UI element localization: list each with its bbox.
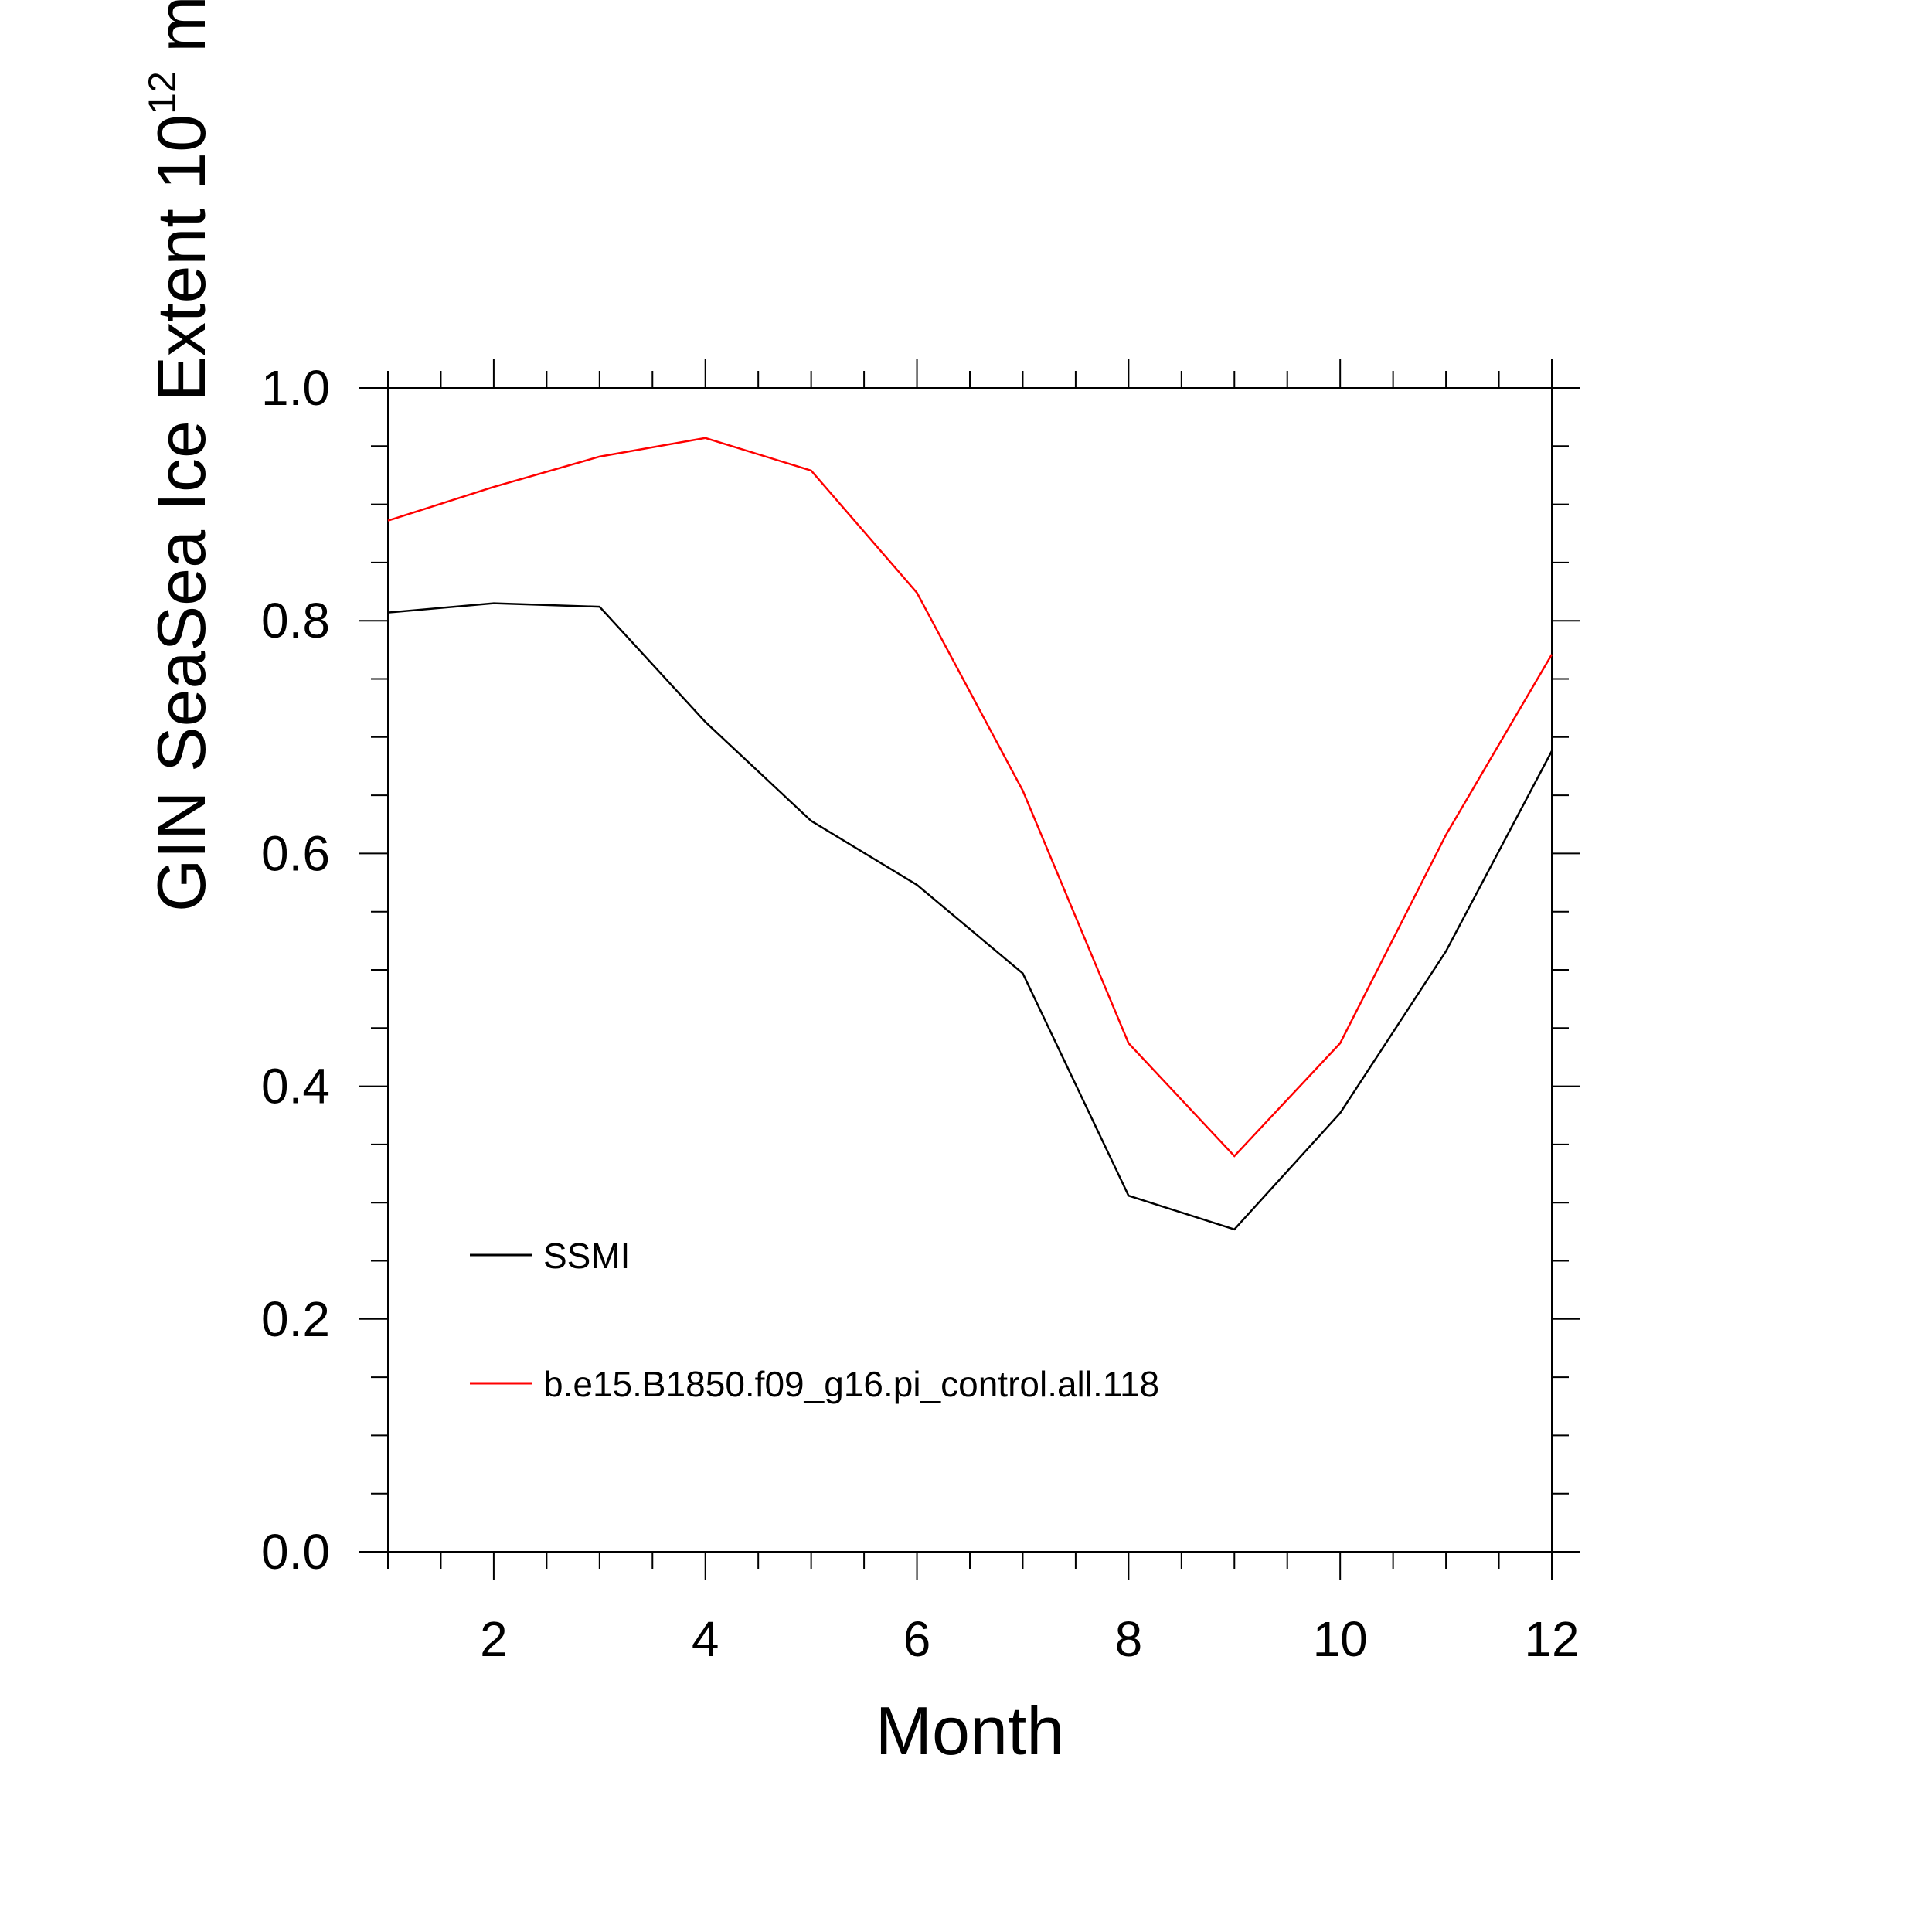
legend-label-model: b.e15.B1850.f09_g16.pi_control.all.118 xyxy=(543,1364,1159,1404)
series-line-0 xyxy=(387,602,1553,1231)
series-line-1 xyxy=(387,437,1553,1158)
x-tick-label: 8 xyxy=(1115,1611,1143,1667)
legend-label-ssmi: SSMI xyxy=(543,1236,630,1276)
y-tick-label: 0.0 xyxy=(261,1524,330,1580)
x-axis-title: Month xyxy=(876,1692,1065,1769)
y-axis-title: GIN SeaSea Ice Extent 1012 m2 xyxy=(141,0,219,912)
x-tick-label: 4 xyxy=(692,1611,719,1667)
y-tick-label: 1.0 xyxy=(261,360,330,416)
x-tick-label: 2 xyxy=(480,1611,508,1667)
y-axis-title-exponent: 12 xyxy=(141,71,184,114)
x-tick-label: 6 xyxy=(903,1611,931,1667)
ticks: 2 4 6 8 10 12 0.0 0.2 0.4 0.6 0.8 1.0 xyxy=(261,359,1580,1667)
y-axis-title-unit: m xyxy=(143,0,219,71)
y-tick-label: 0.8 xyxy=(261,593,330,648)
y-axis-title-main: GIN SeaSea Ice Extent 10 xyxy=(143,114,219,912)
y-tick-label: 0.4 xyxy=(261,1059,330,1114)
legend: SSMI b.e15.B1850.f09_g16.pi_control.all.… xyxy=(470,1236,1159,1404)
x-tick-label: 10 xyxy=(1313,1611,1368,1667)
series xyxy=(387,437,1553,1231)
y-tick-label: 0.2 xyxy=(261,1291,330,1347)
y-tick-label: 0.6 xyxy=(261,825,330,881)
x-tick-label: 12 xyxy=(1524,1611,1579,1667)
